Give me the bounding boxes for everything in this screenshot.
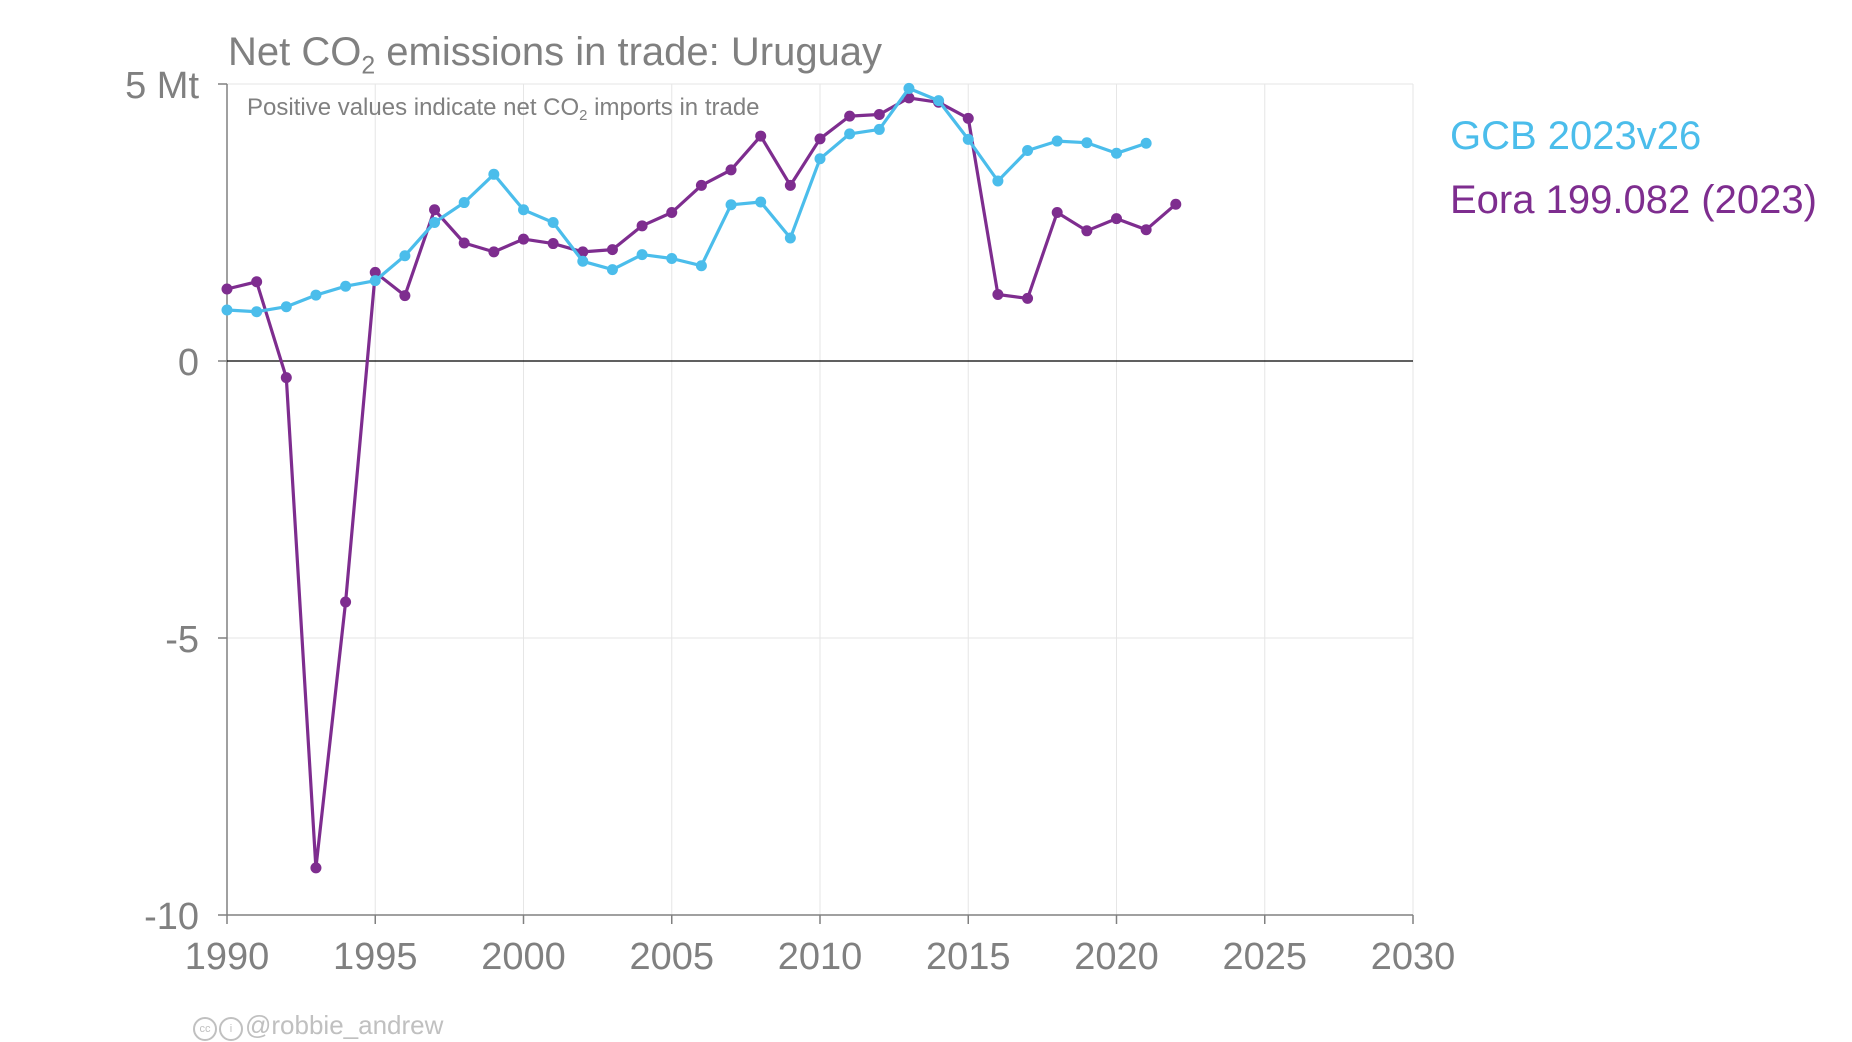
data-point bbox=[606, 244, 618, 256]
series-gcb bbox=[221, 82, 1152, 318]
data-point bbox=[992, 289, 1004, 301]
data-point bbox=[903, 82, 915, 94]
x-tick-label: 2010 bbox=[778, 936, 863, 978]
axes bbox=[218, 83, 1414, 924]
data-point bbox=[1022, 144, 1034, 156]
data-point bbox=[340, 280, 352, 292]
series-line bbox=[225, 96, 1178, 870]
data-point bbox=[488, 246, 500, 258]
data-point bbox=[755, 196, 767, 208]
data-point bbox=[251, 306, 263, 318]
data-point bbox=[310, 289, 322, 301]
y-tick-label: -10 bbox=[144, 896, 199, 938]
data-point bbox=[310, 862, 322, 874]
author-handle: @robbie_andrew bbox=[245, 1010, 444, 1040]
data-point bbox=[962, 133, 974, 145]
data-point bbox=[695, 179, 707, 191]
credit-line: cc i @robbie_andrew bbox=[193, 1010, 443, 1041]
data-point bbox=[784, 179, 796, 191]
data-point bbox=[369, 275, 381, 287]
data-point bbox=[1051, 207, 1063, 219]
data-point bbox=[666, 253, 678, 265]
data-point bbox=[695, 260, 707, 272]
y-tick-label: 5 Mt bbox=[125, 65, 199, 107]
x-tick-label: 1990 bbox=[185, 936, 270, 978]
data-point bbox=[458, 197, 470, 209]
data-point bbox=[577, 255, 589, 267]
data-point bbox=[636, 220, 648, 232]
attribution-icon: i bbox=[219, 1017, 243, 1041]
grid-lines bbox=[226, 83, 1414, 915]
x-tick-label: 2030 bbox=[1371, 936, 1456, 978]
data-point bbox=[636, 249, 648, 261]
data-point bbox=[784, 232, 796, 244]
legend-entry-gcb: GCB 2023v26 bbox=[1450, 114, 1702, 158]
x-tick-label: 2025 bbox=[1222, 936, 1307, 978]
data-point bbox=[547, 238, 559, 250]
data-point bbox=[1140, 137, 1152, 149]
data-point bbox=[399, 250, 411, 262]
data-point bbox=[251, 276, 263, 288]
data-point bbox=[518, 204, 529, 216]
data-point bbox=[844, 110, 856, 122]
x-tick-label: 2020 bbox=[1074, 936, 1159, 978]
data-point bbox=[725, 199, 737, 211]
x-tick-label: 2015 bbox=[926, 936, 1011, 978]
data-point bbox=[429, 217, 441, 228]
data-point bbox=[1051, 135, 1063, 147]
data-point bbox=[429, 204, 441, 216]
data-point bbox=[933, 95, 945, 107]
x-tick-label: 2000 bbox=[481, 936, 566, 978]
data-point bbox=[755, 130, 767, 142]
data-point bbox=[340, 596, 352, 608]
data-point bbox=[547, 217, 559, 228]
data-point bbox=[518, 233, 529, 245]
y-tick-label: -5 bbox=[165, 619, 199, 661]
chart-title: Net CO2 emissions in trade: Uruguay bbox=[228, 30, 883, 80]
data-point bbox=[873, 108, 885, 120]
data-point bbox=[280, 372, 292, 384]
data-point bbox=[903, 92, 915, 104]
data-point bbox=[1170, 198, 1182, 210]
data-point bbox=[577, 246, 589, 258]
data-point bbox=[873, 123, 885, 135]
x-tick-label: 2005 bbox=[629, 936, 714, 978]
chart-subtitle: Positive values indicate net CO2 imports… bbox=[247, 94, 760, 125]
data-point bbox=[280, 301, 292, 313]
series-layer bbox=[221, 82, 1182, 874]
data-point bbox=[725, 164, 737, 176]
data-point bbox=[606, 264, 618, 276]
data-point bbox=[962, 112, 974, 124]
data-point bbox=[992, 175, 1004, 187]
data-point bbox=[369, 266, 381, 278]
data-point bbox=[488, 168, 500, 180]
series-eora bbox=[221, 92, 1182, 874]
data-point bbox=[221, 283, 233, 295]
y-tick-label: 0 bbox=[178, 342, 199, 384]
data-point bbox=[1022, 292, 1034, 304]
x-tick-label: 1995 bbox=[333, 936, 418, 978]
data-point bbox=[814, 133, 826, 145]
data-point bbox=[844, 128, 856, 140]
data-point bbox=[399, 290, 411, 302]
data-point bbox=[221, 304, 233, 316]
data-point bbox=[1081, 137, 1093, 149]
data-point bbox=[1111, 213, 1122, 225]
data-point bbox=[1081, 225, 1093, 237]
data-point bbox=[666, 207, 678, 219]
data-point bbox=[458, 237, 470, 249]
data-point bbox=[1111, 147, 1122, 159]
cc-license-icon: cc bbox=[193, 1017, 217, 1041]
data-point bbox=[814, 153, 826, 165]
series-line bbox=[225, 86, 1148, 314]
legend-entry-eora: Eora 199.082 (2023) bbox=[1450, 178, 1817, 222]
data-point bbox=[1140, 224, 1152, 236]
